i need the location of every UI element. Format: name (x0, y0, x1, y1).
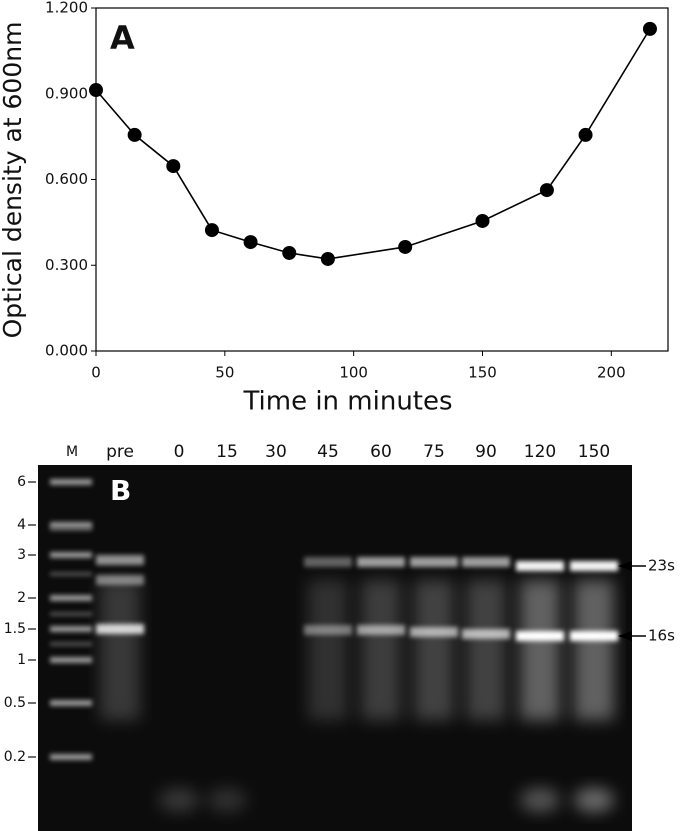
lane-label: 15 (216, 442, 238, 462)
lane-label: 30 (265, 442, 287, 462)
x-axis-label: Time in minutes (242, 387, 452, 417)
y-axis-label: Optical density at 600nm (0, 22, 27, 339)
ladder-band (50, 626, 92, 632)
lane-label: M (66, 444, 78, 460)
data-point (89, 83, 103, 98)
panel-label: B (110, 474, 131, 507)
band-annotation: 16s (648, 627, 675, 645)
data-point (127, 127, 142, 142)
ladder-band (50, 552, 92, 558)
gel-smear (574, 580, 614, 720)
x-tick-label: 50 (215, 364, 234, 382)
data-point (243, 235, 258, 250)
ladder-band (50, 657, 92, 663)
ladder-band (50, 754, 92, 760)
data-point (320, 251, 335, 266)
gel-smear (100, 580, 140, 720)
gel-low-band (574, 788, 614, 812)
gel-band (570, 561, 618, 571)
data-point (282, 245, 297, 260)
ladder-band (50, 527, 92, 531)
band-annotation: 23s (648, 557, 675, 575)
data-line (95, 28, 651, 260)
gel-smear (520, 580, 560, 720)
gel-smear (361, 580, 401, 720)
ladder-band (50, 479, 92, 485)
gel-low-band (207, 788, 247, 812)
x-tick-label: 0 (91, 364, 101, 382)
lane-label: 120 (524, 442, 556, 462)
gel-band (304, 557, 352, 567)
data-point (166, 159, 181, 174)
gel-band (357, 557, 405, 567)
y-tick-label: 0.600 (45, 170, 88, 188)
gel-panel: B (38, 465, 632, 831)
x-tick-label: 200 (597, 364, 626, 382)
y-tick-label: 1.200 (45, 0, 88, 17)
ladder-band (50, 700, 92, 706)
gel-low-band (159, 788, 199, 812)
gel-band (516, 561, 564, 571)
marker-label: 0.5 (4, 695, 26, 711)
marker-label: 6 (17, 474, 26, 490)
ladder-band (50, 595, 92, 601)
ladder-band (50, 612, 92, 616)
data-point (539, 183, 554, 198)
y-tick-label: 0.300 (45, 256, 88, 274)
gel-band (96, 555, 144, 565)
marker-label: 1 (17, 652, 26, 668)
gel-low-band (520, 788, 560, 812)
marker-label: 2 (17, 590, 26, 606)
ladder-band (50, 572, 92, 576)
lane-label: 75 (423, 442, 445, 462)
y-tick-label: 0.000 (45, 342, 88, 360)
gel-smear (308, 580, 348, 720)
gel-smear (414, 580, 454, 720)
marker-label: 1.5 (4, 621, 26, 637)
gel-smear (466, 580, 506, 720)
y-tick-label: 0.900 (45, 84, 88, 102)
arrow-head (618, 631, 632, 641)
marker-label: 3 (17, 547, 26, 563)
lane-label: 45 (317, 442, 339, 462)
x-tick-label: 150 (468, 364, 497, 382)
lane-label: pre (106, 442, 134, 462)
data-point (475, 213, 490, 228)
marker-label: 4 (17, 517, 26, 533)
lane-label: 0 (174, 442, 185, 462)
ladder-band (50, 522, 92, 528)
lane-label: 90 (475, 442, 497, 462)
ladder-band (50, 642, 92, 646)
marker-label: 0.2 (4, 749, 26, 765)
data-point (578, 127, 593, 142)
lane-label: 150 (578, 442, 610, 462)
lane-label: 60 (370, 442, 392, 462)
data-point (642, 21, 657, 36)
data-point (204, 223, 219, 238)
panel-label: A (110, 19, 135, 57)
gel-band (462, 557, 510, 567)
arrow-head (618, 561, 632, 571)
x-tick-label: 100 (339, 364, 368, 382)
data-point (398, 239, 413, 254)
gel-band (410, 557, 458, 567)
